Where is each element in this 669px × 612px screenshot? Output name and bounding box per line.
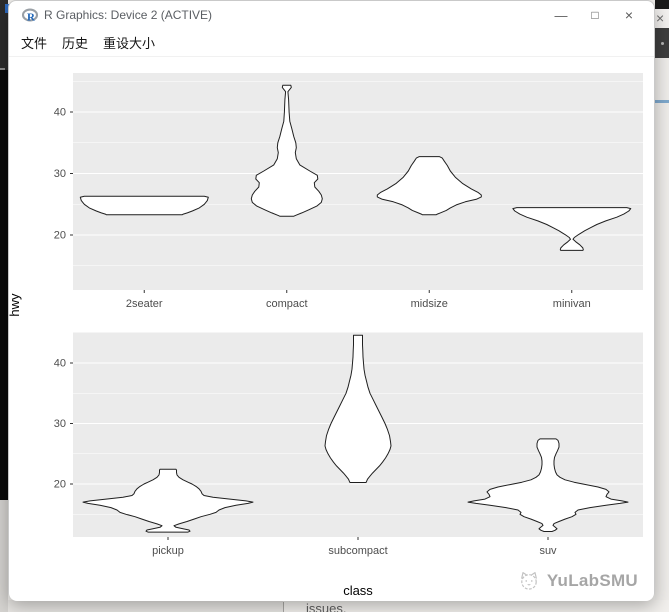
desktop-strip-left (0, 70, 8, 500)
y-tick-label: 40 (54, 107, 66, 119)
window-controls: — □ × (544, 1, 646, 29)
violin-2seater (79, 195, 209, 216)
y-tick-label: 20 (54, 230, 66, 242)
y-axis-title: hwy (9, 293, 22, 317)
y-tick-label: 40 (54, 358, 66, 370)
violin-pickup (82, 468, 254, 533)
x-tick-label-pickup: pickup (152, 545, 184, 557)
x-tick-label-midsize: midsize (411, 298, 448, 310)
maximize-button[interactable]: □ (591, 8, 599, 22)
y-tick-label: 30 (54, 418, 66, 430)
watermark-text: YuLabSMU (546, 570, 638, 590)
violin-minivan (512, 207, 632, 251)
background-divider (283, 602, 284, 612)
close-button[interactable]: × (624, 7, 634, 23)
desktop-right-dot (661, 42, 664, 45)
minimize-button[interactable]: — (554, 7, 568, 23)
y-tick-label: 20 (54, 479, 66, 491)
background-text-snippet: issues. (306, 601, 347, 612)
x-tick-label-suv: suv (539, 545, 557, 557)
cat-logo-icon (520, 572, 537, 590)
violin-compact (250, 84, 323, 217)
x-tick-label-2seater: 2seater (126, 298, 163, 310)
menu-resize[interactable]: 重设大小 (103, 36, 156, 51)
violin-plot: 20 30 40 2seater compact midsize minivan 20 30 40… (9, 73, 643, 598)
title-bar[interactable]: R R Graphics: Device 2 (ACTIVE) — □ × (9, 1, 654, 29)
x-axis-title: class (343, 583, 373, 598)
x-tick-label-compact: compact (266, 298, 308, 310)
menu-history[interactable]: 历史 (62, 36, 89, 51)
violin-suv (467, 438, 629, 532)
graphics-device-canvas: 20 30 40 2seater compact midsize minivan 20 30 40… (9, 57, 654, 601)
taskbar-app-icon-fragment (5, 4, 9, 13)
background-window-edge (655, 58, 669, 612)
menu-file[interactable]: 文件 (21, 36, 48, 51)
x-tick-label-subcompact: subcompact (328, 545, 387, 557)
violin-subcompact (324, 334, 392, 483)
watermark: YuLabSMU (517, 570, 638, 591)
violin-midsize (376, 156, 482, 216)
desktop-left-mark (0, 68, 5, 70)
window-title: R Graphics: Device 2 (ACTIVE) (44, 8, 213, 22)
svg-text:R: R (27, 11, 36, 23)
r-logo-icon: R (22, 8, 38, 23)
desktop-strip-left-top (0, 0, 8, 70)
r-graphics-window: R R Graphics: Device 2 (ACTIVE) — □ × 文件… (8, 0, 655, 601)
background-window-bottom-right (283, 600, 669, 612)
background-window-bottom-left (8, 600, 283, 612)
background-window-close-icon[interactable]: × (655, 9, 669, 28)
menu-bar: 文件 历史 重设大小 (9, 29, 654, 57)
desktop-strip-right-top (655, 0, 669, 9)
background-accent-line (655, 100, 669, 103)
desktop-strip-left-bottom (0, 500, 8, 612)
y-tick-label: 30 (54, 168, 66, 180)
x-tick-label-minivan: minivan (553, 298, 591, 310)
facet-panel (73, 73, 643, 290)
